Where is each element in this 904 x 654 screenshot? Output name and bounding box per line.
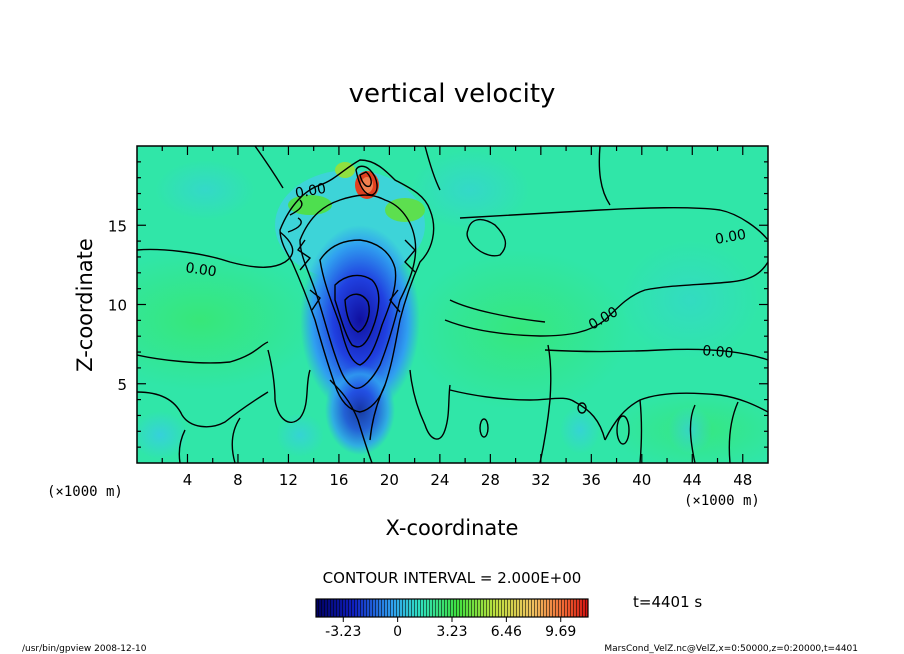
x-tick-label: 16 (329, 471, 348, 489)
x-tick-label: 32 (531, 471, 550, 489)
x-tick-label: 36 (582, 471, 601, 489)
x-tick-label: 44 (683, 471, 702, 489)
chart-title: vertical velocity (349, 79, 556, 109)
contour-interval: CONTOUR INTERVAL = 2.000E+00 (323, 569, 582, 587)
contour-label-3: 0.00 (714, 227, 747, 248)
contour-label-5: 0.00 (702, 343, 734, 362)
footer-right: MarsCond_VelZ.nc@VelZ,x=0:50000,z=0:2000… (604, 644, 858, 654)
y-tick-label: 5 (117, 376, 127, 394)
colorbar-tick-label: -3.23 (325, 624, 361, 640)
x-tick-label: 20 (380, 471, 399, 489)
x-axis-label: X-coordinate (386, 516, 519, 540)
heatmap-field (137, 146, 768, 463)
contour-label-1: 0.00 (184, 260, 217, 280)
time-label: t=4401 s (633, 593, 702, 611)
x-tick-label: 24 (430, 471, 449, 489)
x-tick-label: 40 (632, 471, 651, 489)
x-tick-label: 12 (279, 471, 298, 489)
z-unit-label: (×1000 m) (47, 484, 123, 500)
x-tick-label: 8 (233, 471, 243, 489)
contour-lines (137, 146, 768, 463)
x-tick-label: 48 (733, 471, 752, 489)
colorbar-tick-label: 6.46 (491, 624, 522, 640)
x-tick-label: 4 (183, 471, 193, 489)
colorbar: -3.23 0 3.23 6.46 9.69 (315, 598, 589, 640)
colorbar-stripes (316, 599, 588, 617)
x-tick-label: 28 (481, 471, 500, 489)
footer-left: /usr/bin/gpview 2008-12-10 (22, 644, 147, 654)
colorbar-tick-label: 9.69 (545, 624, 576, 640)
colorbar-tick-label: 0 (393, 624, 402, 640)
y-tick-label: 10 (108, 297, 127, 315)
y-axis-label: Z-coordinate (73, 238, 97, 372)
contour-label-2: 0.00 (294, 181, 327, 202)
x-unit-label: (×1000 m) (684, 493, 760, 509)
colorbar-ticks: -3.23 0 3.23 6.46 9.69 (325, 617, 576, 640)
y-tick-label: 15 (108, 217, 127, 235)
colorbar-tick-label: 3.23 (436, 624, 467, 640)
